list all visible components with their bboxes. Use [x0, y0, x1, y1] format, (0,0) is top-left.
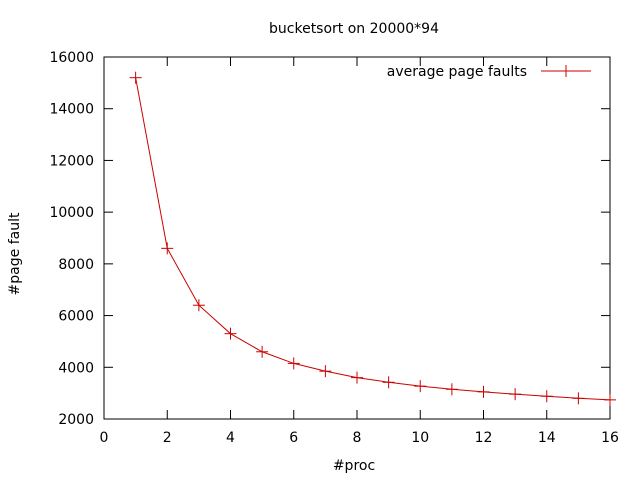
data-point [382, 376, 395, 389]
x-tick-label: 8 [353, 430, 362, 446]
data-point [540, 390, 553, 403]
y-tick-label: 6000 [58, 309, 94, 325]
x-tick-label: 2 [163, 430, 172, 446]
data-point [414, 380, 427, 393]
series-line [135, 77, 611, 401]
data-point [161, 242, 174, 255]
x-tick-label: 14 [538, 430, 556, 446]
legend-label: average page faults [387, 64, 527, 80]
y-tick-label: 8000 [58, 257, 94, 273]
data-point [351, 371, 363, 384]
y-tick-label: 10000 [49, 205, 94, 221]
data-point [445, 383, 458, 396]
y-axis-label: #page fault [7, 212, 23, 295]
data-point [192, 299, 205, 312]
y-tick-label: 2000 [58, 412, 94, 428]
x-tick-label: 16 [601, 430, 619, 446]
data-point [129, 71, 142, 84]
x-tick-label: 12 [475, 430, 493, 446]
y-tick-label: 14000 [49, 102, 94, 118]
data-point [572, 392, 585, 405]
data-point [224, 327, 237, 340]
y-axis-ticks: 2000 4000 6000 8000 10000 12000 14000 16000 [49, 50, 610, 428]
y-tick-label: 4000 [58, 360, 94, 376]
data-point [604, 393, 616, 406]
legend: average page faults [387, 64, 591, 80]
legend-marker-plus [560, 65, 572, 77]
chart-title: bucketsort on 20000*94 [269, 21, 439, 37]
x-tick-label: 0 [100, 430, 109, 446]
data-point [319, 365, 332, 378]
x-axis-label: #proc [333, 458, 375, 474]
legend-marker [560, 65, 572, 77]
data-point [287, 357, 300, 370]
y-tick-label: 12000 [49, 153, 94, 169]
data-point [509, 388, 522, 401]
data-point [256, 345, 269, 358]
x-axis-ticks: 0 2 4 6 8 10 12 14 16 [100, 57, 619, 446]
data-point [477, 385, 490, 398]
x-tick-label: 6 [289, 430, 298, 446]
x-tick-label: 4 [226, 430, 235, 446]
y-tick-label: 16000 [49, 50, 94, 66]
series-layer [129, 71, 616, 406]
plot-frame [103, 56, 611, 420]
x-tick-label: 10 [411, 430, 429, 446]
